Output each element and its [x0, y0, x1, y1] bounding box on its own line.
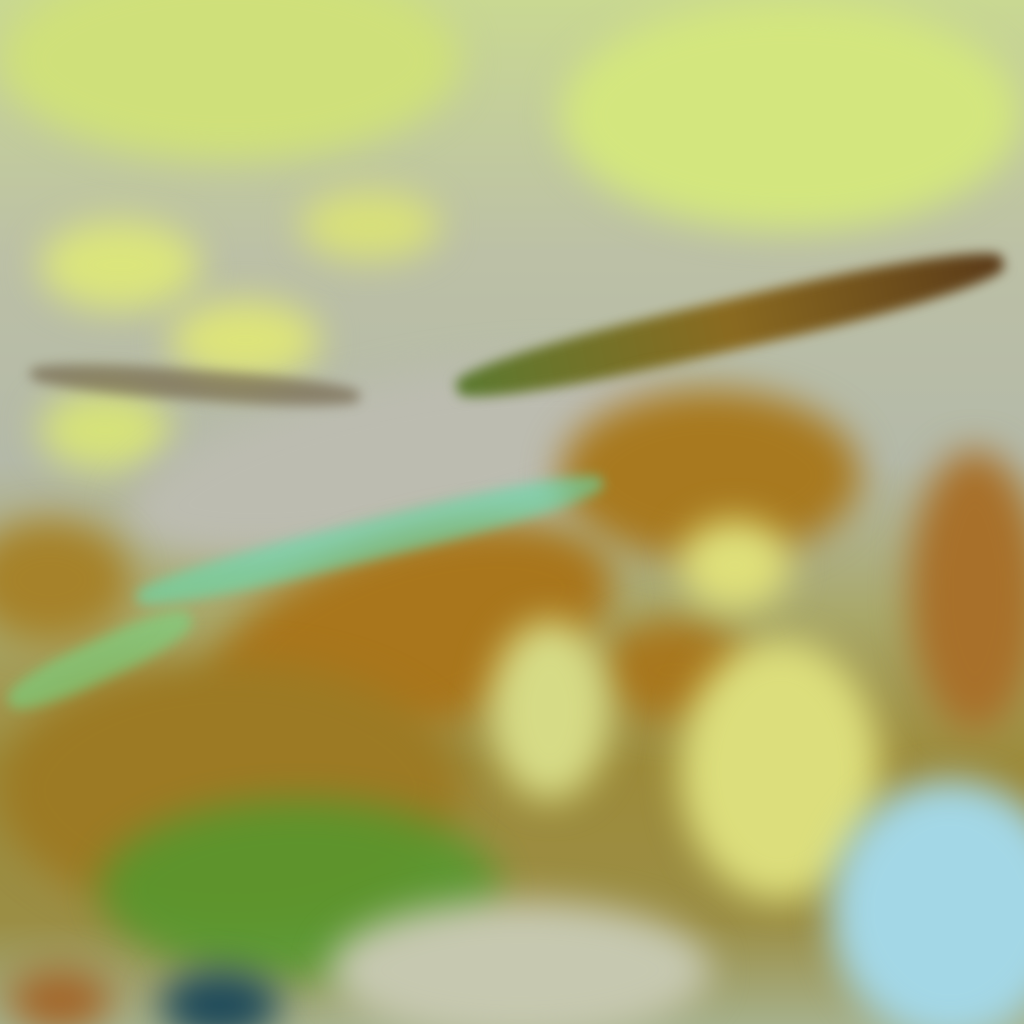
terrain-left-edge: [0, 520, 130, 640]
cloud-left-3: [40, 390, 170, 470]
bottom-left-brown: [10, 970, 110, 1024]
bottom-dark-blue: [160, 970, 280, 1024]
blue-region: [830, 780, 1024, 1024]
cloud-top-left: [0, 0, 460, 160]
cloud-mid-left-2: [170, 300, 320, 380]
cloud-yellow-mid: [680, 520, 790, 610]
cloud-top-right: [560, 0, 1020, 230]
cloud-mid-left: [40, 220, 200, 310]
cloud-center: [300, 190, 440, 260]
bottom-light: [330, 900, 710, 1024]
terrain-right: [910, 450, 1024, 730]
cloud-yellow-lower: [490, 620, 610, 800]
